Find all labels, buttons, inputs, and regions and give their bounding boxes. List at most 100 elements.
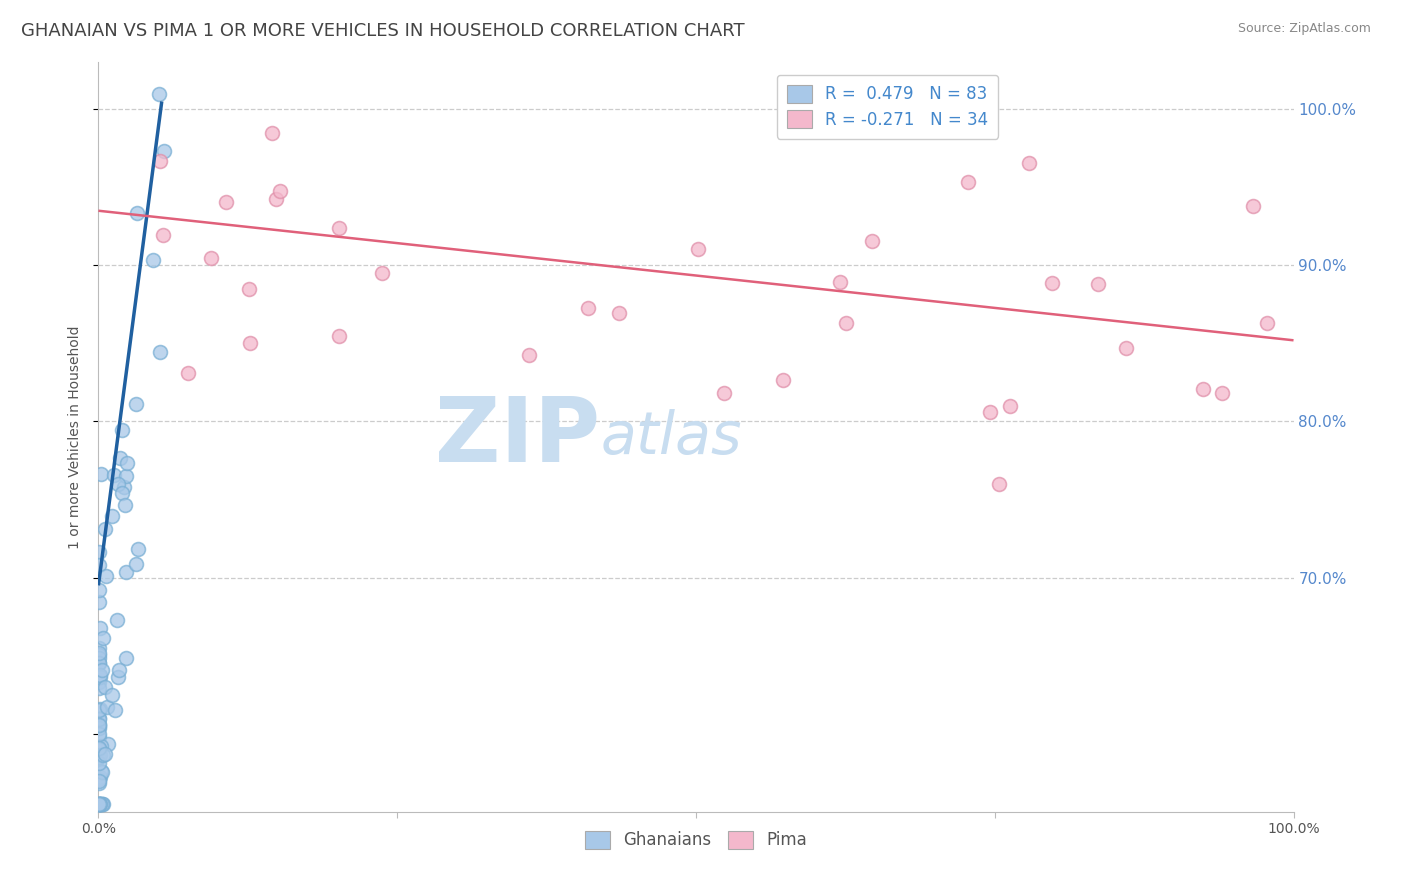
Point: [142, 252, 165, 267]
Point: [957, 175, 980, 189]
Point: [91, 631, 114, 645]
Point: [111, 423, 134, 437]
Point: [125, 397, 148, 411]
Point: [87, 545, 110, 559]
Point: [89, 771, 111, 785]
Point: [105, 613, 128, 627]
Point: [90, 739, 112, 753]
Point: [87, 797, 110, 811]
Point: [97, 737, 120, 751]
Point: [152, 145, 174, 159]
Point: [828, 275, 851, 289]
Point: [87, 704, 110, 718]
Point: [91, 797, 114, 811]
Point: [90, 764, 112, 778]
Point: [108, 450, 131, 465]
Point: [262, 126, 284, 140]
Point: [1018, 156, 1040, 170]
Point: [114, 469, 136, 483]
Point: [607, 305, 630, 319]
Point: [979, 405, 1001, 419]
Point: [1040, 276, 1063, 290]
Point: [152, 227, 174, 242]
Point: [87, 582, 110, 597]
Point: [104, 703, 127, 717]
Point: [148, 344, 170, 359]
Point: [125, 558, 148, 572]
Point: [107, 664, 129, 678]
Point: [114, 651, 136, 665]
Point: [772, 373, 794, 387]
Point: [112, 480, 135, 494]
Point: [127, 541, 149, 556]
Point: [89, 797, 111, 811]
Point: [87, 750, 110, 764]
Point: [87, 776, 110, 790]
Point: [87, 558, 110, 572]
Point: [87, 742, 110, 756]
Point: [87, 648, 110, 663]
Point: [89, 774, 111, 789]
Point: [114, 565, 136, 579]
Point: [87, 681, 110, 696]
Point: [177, 366, 200, 380]
Point: [91, 797, 114, 811]
Point: [87, 719, 110, 733]
Point: [90, 797, 112, 811]
Point: [328, 220, 350, 235]
Point: [576, 301, 599, 315]
Point: [103, 467, 125, 482]
Text: GHANAIAN VS PIMA 1 OR MORE VEHICLES IN HOUSEHOLD CORRELATION CHART: GHANAIAN VS PIMA 1 OR MORE VEHICLES IN H…: [21, 22, 745, 40]
Point: [713, 386, 735, 401]
Point: [328, 328, 350, 343]
Point: [215, 194, 238, 209]
Point: [264, 192, 287, 206]
Point: [87, 797, 110, 811]
Point: [111, 485, 134, 500]
Point: [87, 797, 110, 811]
Point: [238, 282, 260, 296]
Point: [91, 765, 114, 780]
Text: ZIP: ZIP: [436, 393, 600, 481]
Point: [860, 234, 883, 248]
Point: [87, 675, 110, 690]
Point: [87, 712, 110, 726]
Point: [87, 718, 110, 732]
Point: [269, 184, 291, 198]
Point: [115, 456, 138, 470]
Point: [89, 621, 111, 635]
Point: [87, 772, 110, 786]
Point: [87, 727, 110, 741]
Point: [89, 711, 111, 725]
Point: [87, 730, 110, 744]
Point: [87, 646, 110, 660]
Point: [89, 668, 111, 682]
Point: [93, 522, 115, 536]
Point: [89, 702, 111, 716]
Point: [94, 569, 117, 583]
Point: [87, 595, 110, 609]
Point: [148, 87, 170, 101]
Point: [371, 266, 394, 280]
Point: [149, 154, 172, 169]
Point: [89, 670, 111, 684]
Point: [1211, 386, 1233, 401]
Point: [114, 498, 136, 512]
Point: [1256, 316, 1278, 330]
Point: [94, 681, 117, 695]
Text: atlas: atlas: [600, 409, 742, 466]
Point: [517, 349, 540, 363]
Point: [1241, 199, 1264, 213]
Point: [87, 797, 110, 811]
Point: [87, 717, 110, 731]
Point: [96, 700, 118, 714]
Text: Source: ZipAtlas.com: Source: ZipAtlas.com: [1237, 22, 1371, 36]
Point: [998, 400, 1021, 414]
Point: [89, 721, 111, 735]
Point: [87, 741, 110, 756]
Point: [91, 747, 114, 762]
Y-axis label: 1 or more Vehicles in Household: 1 or more Vehicles in Household: [69, 326, 83, 549]
Point: [89, 747, 111, 762]
Point: [90, 467, 112, 481]
Point: [988, 476, 1011, 491]
